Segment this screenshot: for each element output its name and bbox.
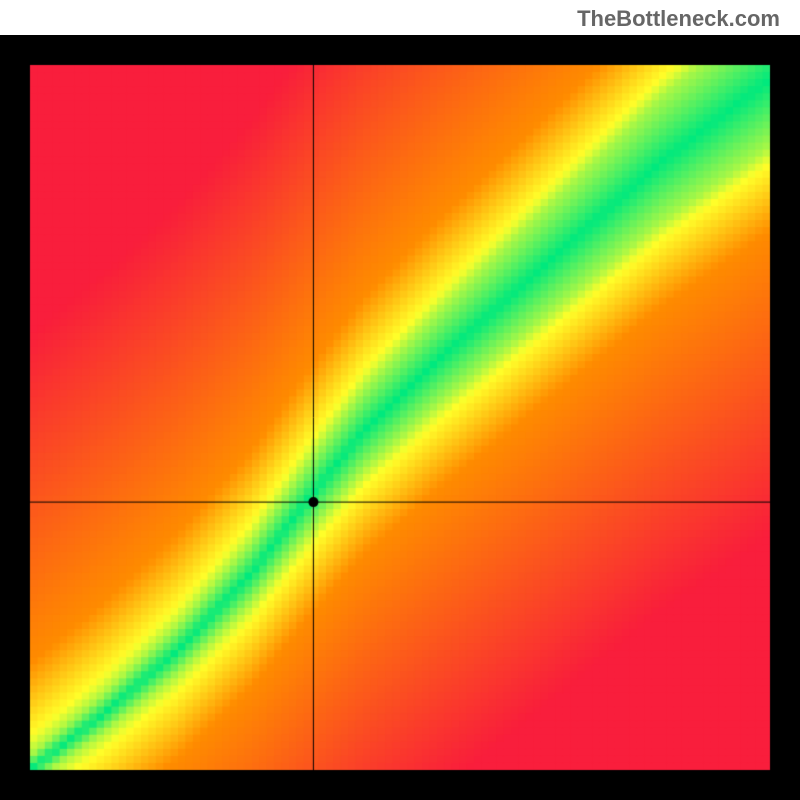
chart-container: TheBottleneck.com (0, 0, 800, 800)
bottleneck-heatmap (0, 35, 800, 800)
attribution-text: TheBottleneck.com (577, 6, 780, 32)
